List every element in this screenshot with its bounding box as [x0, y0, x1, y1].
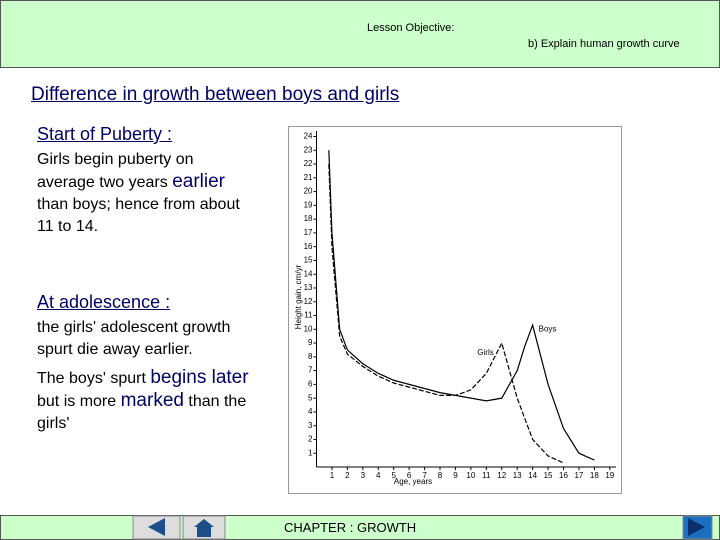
x-tick-label: 15	[544, 471, 553, 480]
x-tick-label: 1	[330, 471, 335, 480]
series-label: Boys	[539, 324, 557, 333]
x-tick-label: 3	[361, 471, 366, 480]
line	[328, 150, 595, 461]
y-tick-label: 19	[304, 200, 313, 209]
objective: b) Explain human growth curve	[528, 38, 680, 50]
y-tick-label: 12	[304, 297, 313, 306]
home-icon	[194, 519, 214, 527]
chapter-label: CHAPTER : GROWTH	[284, 520, 417, 535]
y-axis-label: Height gain, cm/yr	[294, 264, 303, 329]
y-tick-label: 9	[308, 338, 313, 347]
paragraph: the girls' adolescent growth spurt die a…	[37, 317, 252, 361]
y-tick-label: 23	[304, 145, 313, 154]
y-tick-label: 7	[308, 366, 313, 375]
y-tick-label: 2	[308, 435, 313, 444]
text: The boys' spurt	[37, 370, 151, 387]
header-band	[0, 0, 720, 68]
lesson-objective: Lesson Objective:	[367, 22, 455, 34]
prev-icon	[148, 518, 165, 536]
y-tick-label: 8	[308, 352, 313, 361]
x-tick-label: 6	[407, 471, 412, 480]
y-tick-label: 16	[304, 242, 313, 251]
nav-bar	[132, 515, 713, 540]
y-tick-label: 15	[304, 256, 313, 265]
section-heading: At adolescence :	[37, 292, 171, 312]
emphasis: earlier	[172, 171, 225, 192]
y-tick-label: 20	[304, 187, 313, 196]
y-tick-label: 18	[304, 214, 313, 223]
x-tick-label: 11	[482, 471, 491, 480]
y-tick-label: 10	[304, 324, 313, 333]
x-tick-label: 12	[497, 471, 506, 480]
home-icon	[197, 527, 211, 537]
text: Girls begin puberty on average two years	[37, 151, 194, 191]
y-tick-label: 4	[308, 407, 313, 416]
text: than boys; hence from about 11 to 14.	[37, 196, 240, 235]
x-tick-label: 5	[391, 471, 396, 480]
x-tick-label: 13	[513, 471, 522, 480]
emphasis: marked	[120, 390, 184, 411]
y-tick-label: 6	[308, 379, 313, 388]
x-tick-label: 4	[376, 471, 381, 480]
x-tick-label: 18	[590, 471, 599, 480]
x-tick-label: 17	[574, 471, 583, 480]
y-tick-label: 13	[304, 283, 313, 292]
x-tick-label: 19	[605, 471, 614, 480]
paragraph: Girls begin puberty on average two years…	[37, 149, 252, 238]
x-tick-label: 9	[453, 471, 458, 480]
text: but is more	[37, 393, 121, 410]
y-tick-label: 3	[308, 421, 313, 430]
y-tick-label: 21	[304, 173, 313, 182]
y-tick-label: 17	[304, 228, 313, 237]
y-tick-label: 14	[304, 269, 313, 278]
section: Start of Puberty : Girls begin puberty on…	[37, 124, 252, 238]
series-label: Girls	[477, 348, 493, 357]
x-tick-label: 8	[438, 471, 443, 480]
slide-title: Difference in growth between boys and gi…	[31, 84, 400, 105]
text: than the girls'	[37, 393, 247, 432]
x-tick-label: 2	[345, 471, 350, 480]
y-tick-label: 22	[304, 159, 313, 168]
text: the girls' adolescent growth spurt die a…	[37, 319, 231, 358]
x-axis-label: Age, years	[394, 477, 432, 486]
x-tick-label: 16	[559, 471, 568, 480]
y-tick-label: 24	[304, 132, 313, 141]
y-tick-label: 5	[308, 393, 313, 402]
section: At adolescence : the girls' adolescent gr…	[37, 292, 252, 435]
x-tick-label: 7	[422, 471, 427, 480]
y-tick-label: 1	[308, 448, 313, 457]
line	[328, 164, 564, 464]
section-heading: Start of Puberty :	[37, 124, 173, 144]
emphasis: begins later	[150, 367, 249, 388]
x-tick-label: 14	[528, 471, 537, 480]
next-icon	[688, 518, 705, 536]
y-tick-label: 11	[304, 311, 313, 320]
x-tick-label: 10	[466, 471, 475, 480]
paragraph: The boys' spurt begins later but is more…	[37, 367, 252, 435]
